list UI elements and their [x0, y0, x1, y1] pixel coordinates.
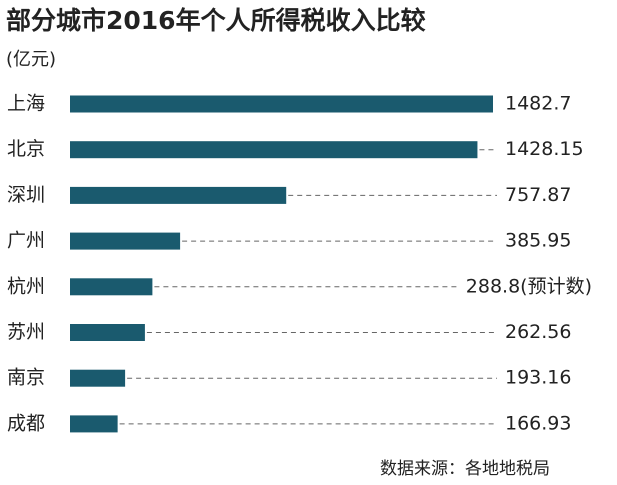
bar	[70, 186, 287, 204]
bar	[70, 369, 126, 387]
value-label: 1482.7	[505, 93, 571, 115]
value-label: 385.95	[505, 230, 571, 252]
bar	[70, 278, 153, 296]
bar	[70, 95, 493, 113]
value-label: 193.16	[505, 367, 571, 389]
chart-subtitle: (亿元)	[6, 49, 56, 70]
value-label: 757.87	[505, 184, 571, 206]
value-label: 288.8(预计数)	[466, 275, 592, 297]
value-label: 166.93	[505, 412, 571, 434]
chart-title: 部分城市2016年个人所得税收入比较	[6, 6, 426, 35]
category-label: 南京	[7, 367, 45, 389]
bar	[70, 324, 145, 341]
category-label: 北京	[7, 138, 45, 160]
bar	[70, 141, 478, 159]
category-label: 深圳	[7, 184, 45, 206]
source-note: 数据来源：各地地税局	[380, 459, 550, 479]
category-label: 广州	[7, 230, 45, 252]
category-label: 成都	[7, 412, 45, 434]
value-label: 1428.15	[505, 138, 584, 160]
bar	[70, 415, 118, 433]
category-label: 苏州	[7, 321, 45, 343]
category-label: 杭州	[7, 275, 45, 297]
bar	[70, 232, 181, 250]
value-label: 262.56	[505, 321, 571, 343]
category-label: 上海	[7, 93, 45, 115]
